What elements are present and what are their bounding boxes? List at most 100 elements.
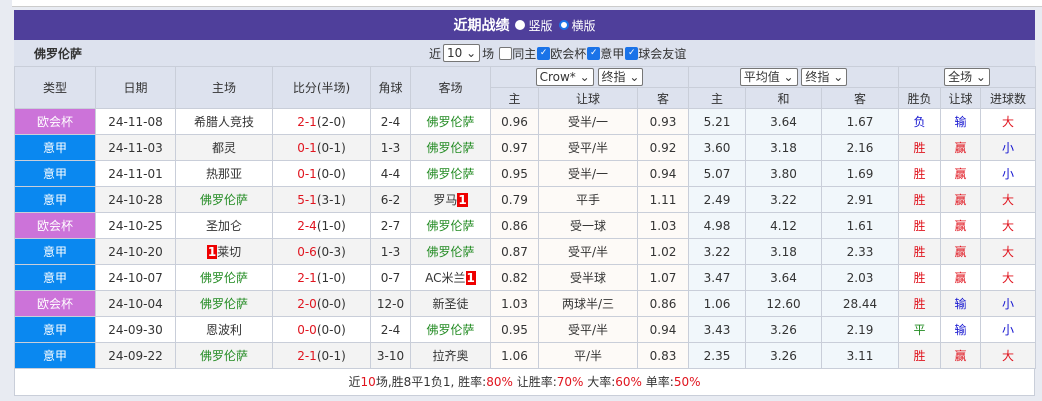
half-score: (0-0) [316, 296, 346, 311]
radio-label: 竖版 [528, 18, 553, 33]
filter-checkbox-意甲[interactable]: ✓ 意甲 [587, 45, 624, 62]
home-team[interactable]: 佛罗伦萨 [175, 342, 273, 369]
match-type[interactable]: 意甲 [14, 342, 96, 369]
score[interactable]: 2-1(1-0) [272, 264, 371, 291]
home-team[interactable]: 圣加仑 [175, 212, 273, 239]
subheader: 客 [636, 87, 690, 109]
score[interactable]: 0-6(0-3) [272, 238, 371, 265]
odds-away: 2.16 [821, 134, 900, 161]
score[interactable]: 2-1(0-1) [272, 342, 371, 369]
table-row: 意甲 24-10-07 佛罗伦萨 2-1(1-0) 0-7 AC米兰1 0.82 受半球 1.0… [14, 264, 1037, 291]
odds-away: 1.67 [821, 108, 900, 135]
match-type[interactable]: 意甲 [14, 238, 96, 265]
checkbox-icon[interactable]: ✓ [537, 46, 551, 60]
view-horizontal-radio[interactable]: 横版 [558, 17, 596, 34]
match-type[interactable]: 欧会杯 [14, 290, 96, 317]
score[interactable]: 0-0(0-0) [272, 316, 371, 343]
handicap-home-odds: 0.82 [490, 264, 539, 291]
handicap-home-odds: 0.79 [490, 186, 539, 213]
odds-home: 1.06 [688, 290, 747, 317]
away-team[interactable]: 佛罗伦萨 [410, 316, 491, 343]
red-card-badge: 1 [465, 271, 476, 285]
home-team[interactable]: 恩波利 [175, 316, 273, 343]
handicap-line: 受半球 [538, 264, 638, 291]
handicap-line: 两球半/三 [538, 290, 638, 317]
text: 近 [348, 375, 361, 389]
home-team[interactable]: 都灵 [175, 134, 273, 161]
table-row: 意甲 24-10-20 1莱切 0-6(0-3) 1-3 佛罗伦萨 0.87 受平/半 1.02… [14, 238, 1037, 265]
corner: 0-7 [370, 264, 411, 291]
away-team[interactable]: 罗马1 [410, 186, 491, 213]
handicap-home-odds: 0.97 [490, 134, 539, 161]
result-header: 全场 ⌄ [898, 66, 1037, 88]
match-date: 24-09-22 [95, 342, 176, 369]
score[interactable]: 2-4(1-0) [272, 212, 371, 239]
match-type[interactable]: 意甲 [14, 134, 96, 161]
handicap-away-odds: 1.03 [636, 212, 690, 239]
match-type[interactable]: 欧会杯 [14, 212, 96, 239]
text: 全场 [948, 70, 973, 84]
odds-draw: 3.22 [745, 186, 823, 213]
checkbox-label: 球会友谊 [638, 46, 687, 61]
match-type[interactable]: 意甲 [14, 264, 96, 291]
match-type[interactable]: 意甲 [14, 316, 96, 343]
score[interactable]: 5-1(3-1) [272, 186, 371, 213]
avg-select[interactable]: 平均值 ⌄ [739, 68, 798, 86]
match-count-select[interactable]: 10 ⌄ [443, 44, 481, 62]
home-team[interactable]: 1莱切 [175, 238, 273, 265]
checkbox-icon[interactable]: ✓ [587, 46, 601, 60]
away-team[interactable]: 佛罗伦萨 [410, 212, 491, 239]
period-select[interactable]: 全场 ⌄ [944, 68, 990, 86]
handicap-home-odds: 0.96 [490, 108, 539, 135]
view-vertical-radio[interactable]: 竖版 [515, 17, 553, 34]
home-team[interactable]: 热那亚 [175, 160, 273, 187]
match-type[interactable]: 欧会杯 [14, 108, 96, 135]
away-team[interactable]: AC米兰1 [410, 264, 491, 291]
away-team[interactable]: 佛罗伦萨 [410, 134, 491, 161]
away-team[interactable]: 佛罗伦萨 [410, 160, 491, 187]
match-date: 24-10-20 [95, 238, 176, 265]
home-team[interactable]: 佛罗伦萨 [175, 264, 273, 291]
odds-away: 2.03 [821, 264, 900, 291]
away-team[interactable]: 新圣徒 [410, 290, 491, 317]
corner: 1-3 [370, 134, 411, 161]
handicap-home-odds: 1.03 [490, 290, 539, 317]
filter-checkbox-同主[interactable]: 同主 [499, 45, 536, 62]
team-name: 佛罗伦萨 [34, 46, 83, 61]
half-score: (0-1) [316, 140, 346, 155]
score[interactable]: 2-1(2-0) [272, 108, 371, 135]
match-type[interactable]: 意甲 [14, 160, 96, 187]
home-team[interactable]: 佛罗伦萨 [175, 186, 273, 213]
odds-away: 3.11 [821, 342, 900, 369]
goals-result: 大 [980, 342, 1037, 369]
filter-checkbox-欧会杯[interactable]: ✓ 欧会杯 [537, 45, 586, 62]
handicap-result: 赢 [940, 238, 982, 265]
home-team[interactable]: 希腊人竞技 [175, 108, 273, 135]
away-team[interactable]: 拉齐奥 [410, 342, 491, 369]
score[interactable]: 0-1(0-1) [272, 134, 371, 161]
score[interactable]: 2-0(0-0) [272, 290, 371, 317]
score[interactable]: 0-1(0-0) [272, 160, 371, 187]
filters: 近 10 ⌄ 场 同主 ✓ 欧会杯 ✓ 意甲 ✓ 球会友谊 [429, 44, 686, 62]
odds-kind-select[interactable]: 终指 ⌄ [597, 68, 644, 86]
corner: 2-4 [370, 316, 411, 343]
away-team[interactable]: 佛罗伦萨 [410, 108, 491, 135]
avg-kind-select[interactable]: 终指 ⌄ [801, 68, 848, 86]
away-team[interactable]: 佛罗伦萨 [410, 238, 491, 265]
handicap-result: 赢 [940, 134, 982, 161]
odds-company-select[interactable]: Crow* ⌄ [535, 68, 594, 86]
col-home: 主场 [175, 66, 273, 109]
checkbox-icon[interactable]: ✓ [625, 46, 639, 60]
avg-header: 平均值 ⌄ 终指 ⌄ [688, 66, 900, 88]
full-score: 2-1 [297, 270, 317, 285]
match-type[interactable]: 意甲 [14, 186, 96, 213]
home-team[interactable]: 佛罗伦萨 [175, 290, 273, 317]
full-score: 2-0 [297, 296, 317, 311]
checkbox-icon[interactable] [499, 46, 513, 60]
red-card-badge: 1 [206, 245, 218, 259]
filter-checkbox-球会友谊[interactable]: ✓ 球会友谊 [625, 45, 686, 62]
odds-draw: 3.64 [745, 108, 823, 135]
odds-draw: 3.80 [745, 160, 823, 187]
result: 胜 [898, 238, 942, 265]
odds-away: 2.33 [821, 238, 900, 265]
